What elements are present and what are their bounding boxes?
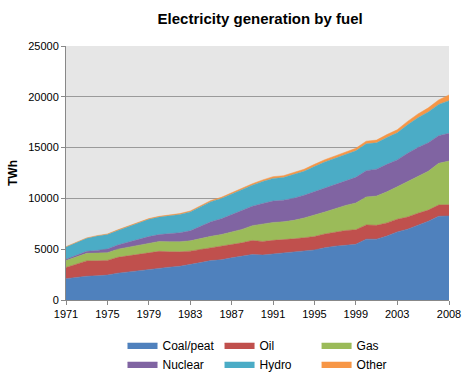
svg-text:1971: 1971 — [54, 308, 78, 320]
svg-text:1999: 1999 — [344, 308, 368, 320]
svg-text:Gas: Gas — [357, 339, 379, 353]
svg-text:Nuclear: Nuclear — [163, 358, 204, 372]
svg-text:Hydro: Hydro — [260, 358, 292, 372]
svg-text:Coal/peat: Coal/peat — [163, 339, 215, 353]
svg-text:2008: 2008 — [437, 308, 461, 320]
svg-text:10000: 10000 — [28, 192, 59, 204]
svg-text:Other: Other — [357, 358, 387, 372]
svg-text:1983: 1983 — [178, 308, 202, 320]
svg-text:1991: 1991 — [261, 308, 285, 320]
svg-text:20000: 20000 — [28, 91, 59, 103]
svg-text:1995: 1995 — [302, 308, 326, 320]
svg-text:1987: 1987 — [219, 308, 243, 320]
svg-text:25000: 25000 — [28, 40, 59, 52]
svg-text:1979: 1979 — [137, 308, 161, 320]
svg-text:5000: 5000 — [34, 243, 58, 255]
svg-text:Oil: Oil — [260, 339, 275, 353]
svg-text:0: 0 — [53, 294, 59, 306]
svg-text:2003: 2003 — [385, 308, 409, 320]
svg-text:Electricity generation by fuel: Electricity generation by fuel — [158, 10, 363, 27]
svg-text:1975: 1975 — [95, 308, 119, 320]
svg-text:TWh: TWh — [6, 160, 20, 186]
svg-text:15000: 15000 — [28, 141, 59, 153]
